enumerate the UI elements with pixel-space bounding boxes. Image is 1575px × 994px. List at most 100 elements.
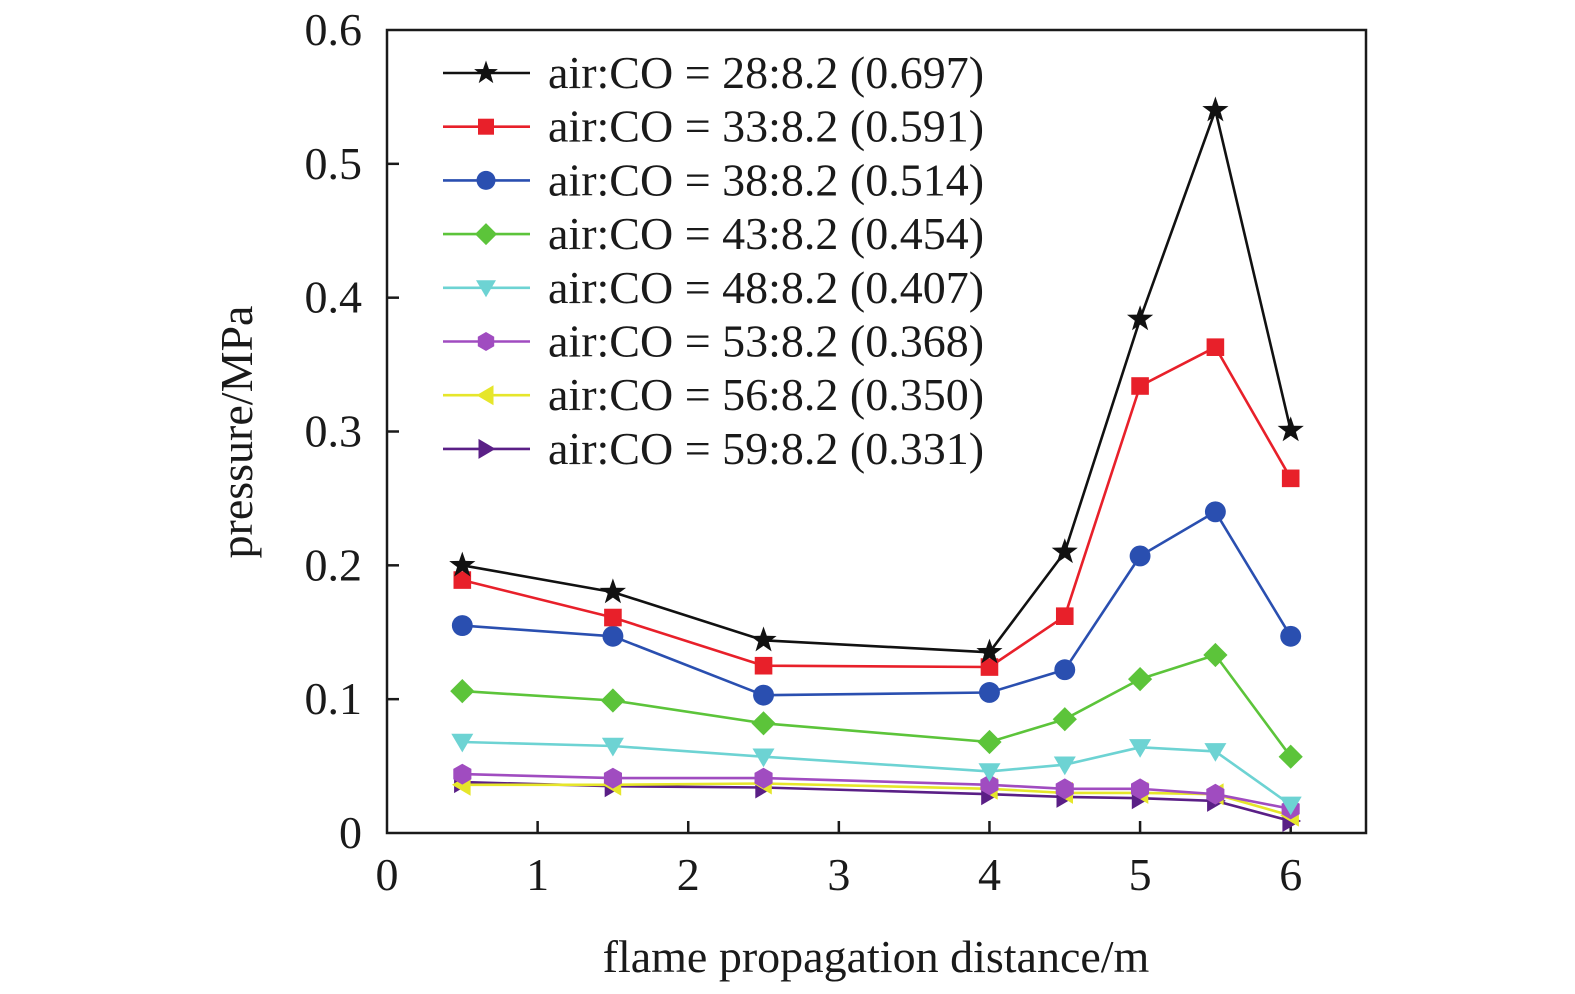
data-point xyxy=(1131,377,1149,395)
legend-marker xyxy=(475,223,497,246)
data-point xyxy=(1277,416,1304,442)
data-point xyxy=(602,625,624,647)
legend-entry: air:CO = 59:8.2 (0.331) xyxy=(443,423,984,474)
legend-label: air:CO = 38:8.2 (0.514) xyxy=(548,154,984,205)
series-group xyxy=(449,96,1304,832)
data-point xyxy=(599,578,626,604)
data-point xyxy=(451,615,473,637)
legend-entry: air:CO = 38:8.2 (0.514) xyxy=(443,154,984,205)
data-point xyxy=(980,774,999,796)
series-line xyxy=(462,740,1292,806)
data-point xyxy=(1128,667,1153,692)
legend-entry: air:CO = 33:8.2 (0.591) xyxy=(443,101,984,152)
legend-entry: air:CO = 53:8.2 (0.368) xyxy=(443,316,984,367)
data-point xyxy=(980,658,999,676)
x-tick-label: 6 xyxy=(1279,849,1302,900)
data-point xyxy=(1054,659,1076,681)
data-point xyxy=(1204,743,1227,762)
x-tick-label: 5 xyxy=(1129,849,1152,900)
data-point xyxy=(1280,625,1302,647)
legend: air:CO = 28:8.2 (0.697)air:CO = 33:8.2 (… xyxy=(443,47,984,474)
legend-entry: air:CO = 56:8.2 (0.350) xyxy=(443,369,984,420)
data-point xyxy=(604,608,622,627)
y-tick-label: 0.1 xyxy=(305,673,363,724)
data-point xyxy=(1051,538,1078,564)
y-axis-label: pressure/MPa xyxy=(211,306,262,559)
data-point xyxy=(603,767,622,789)
x-tick-label: 3 xyxy=(827,849,850,900)
series-4 xyxy=(450,642,1303,769)
data-point xyxy=(1278,744,1303,769)
series-line xyxy=(462,772,1291,811)
y-tick-label: 0.6 xyxy=(305,4,363,55)
data-point xyxy=(450,679,475,704)
y-tick-label: 0.2 xyxy=(305,539,363,590)
data-point xyxy=(1129,545,1151,567)
series-line xyxy=(461,345,1292,669)
legend-label: air:CO = 59:8.2 (0.331) xyxy=(548,423,984,474)
legend-label: air:CO = 53:8.2 (0.368) xyxy=(548,316,984,367)
legend-marker xyxy=(477,332,495,351)
data-point xyxy=(1202,96,1229,122)
data-point xyxy=(753,684,774,706)
y-tick-label: 0.4 xyxy=(305,272,363,323)
data-point xyxy=(1129,739,1152,758)
series-5 xyxy=(451,733,1302,816)
data-point xyxy=(601,737,624,757)
data-point xyxy=(1053,756,1076,776)
legend-marker xyxy=(476,280,496,298)
series-3 xyxy=(451,501,1302,706)
data-point xyxy=(451,733,474,753)
series-2 xyxy=(453,338,1300,676)
series-line xyxy=(462,653,1292,758)
legend-label: air:CO = 56:8.2 (0.350) xyxy=(548,369,984,420)
data-point xyxy=(1206,338,1225,356)
x-tick-label: 0 xyxy=(376,849,399,900)
data-point xyxy=(976,638,1003,664)
data-point xyxy=(750,626,777,652)
data-point xyxy=(1055,778,1074,800)
data-point xyxy=(751,711,776,736)
legend-marker xyxy=(478,118,494,135)
legend-marker xyxy=(476,385,494,406)
y-tick-label: 0.3 xyxy=(305,406,363,457)
data-point xyxy=(1204,501,1226,523)
data-point xyxy=(978,763,1001,782)
data-point xyxy=(754,656,773,675)
x-axis-label: flame propagation distance/m xyxy=(603,931,1150,982)
legend-entry: air:CO = 28:8.2 (0.697) xyxy=(443,47,984,98)
data-point xyxy=(979,682,1000,703)
x-tick-label: 2 xyxy=(677,849,700,900)
data-point xyxy=(1279,796,1302,816)
data-point xyxy=(1052,707,1077,732)
legend-marker xyxy=(476,170,496,190)
series-1 xyxy=(449,96,1304,664)
data-point xyxy=(453,571,472,589)
data-point xyxy=(600,688,625,713)
legend-entry: air:CO = 43:8.2 (0.454) xyxy=(443,208,984,259)
x-tick-label: 1 xyxy=(526,849,549,900)
y-tick-label: 0 xyxy=(339,807,362,858)
data-point xyxy=(977,729,1002,755)
data-point xyxy=(449,551,476,577)
y-tick-label: 0.5 xyxy=(305,138,363,189)
data-point xyxy=(1055,607,1074,625)
legend-label: air:CO = 48:8.2 (0.407) xyxy=(548,262,984,313)
data-point xyxy=(453,763,472,785)
data-point xyxy=(1206,783,1225,805)
legend-label: air:CO = 33:8.2 (0.591) xyxy=(548,101,984,152)
legend-label: air:CO = 28:8.2 (0.697) xyxy=(548,47,984,98)
legend-marker xyxy=(478,438,496,459)
x-tick-label: 4 xyxy=(978,849,1001,900)
data-point xyxy=(1281,469,1300,488)
legend-label: air:CO = 43:8.2 (0.454) xyxy=(548,208,984,259)
series-line xyxy=(462,510,1292,697)
data-point xyxy=(752,748,775,768)
data-point xyxy=(1127,305,1154,331)
legend-entry: air:CO = 48:8.2 (0.407) xyxy=(443,262,984,313)
data-point xyxy=(1131,778,1150,800)
data-point xyxy=(1203,642,1228,668)
series-line xyxy=(462,780,1292,823)
axes: 0 1 2 3 4 5 6 0 0.1 0.2 0.3 0.4 0.5 0.6 xyxy=(305,4,1368,900)
